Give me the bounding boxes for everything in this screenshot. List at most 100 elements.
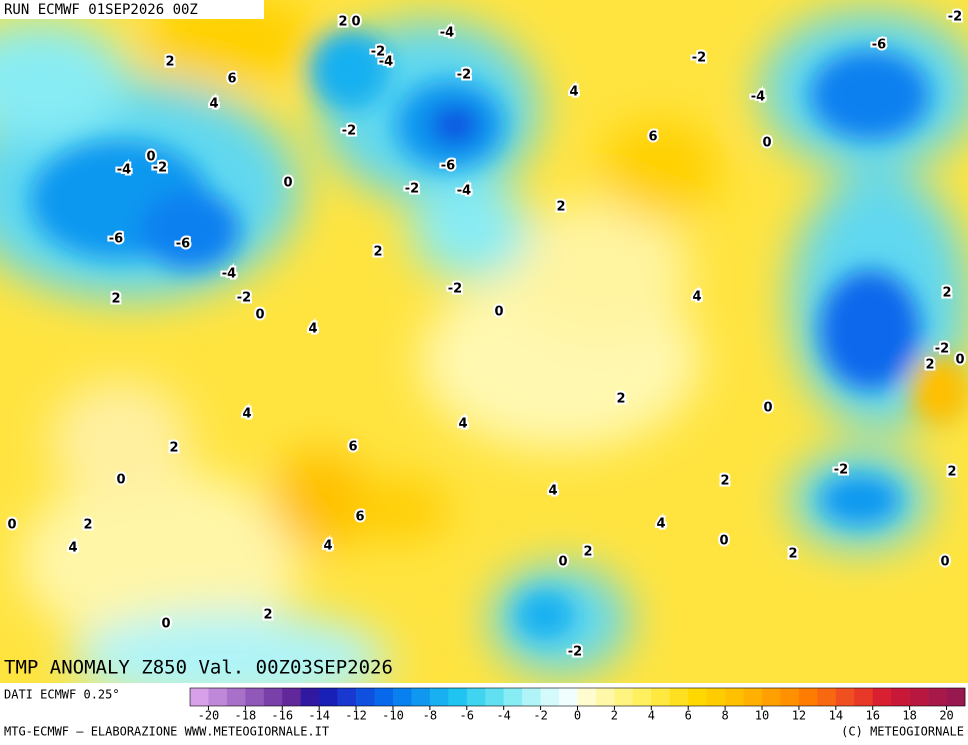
colorbar-swatch [669,688,689,706]
contour-label: 2 [111,292,120,307]
contour-label: 2 [925,358,934,373]
contour-label: -2 [568,645,582,660]
colorbar-tick-label: -12 [345,709,367,723]
colorbar-tick-label: -8 [423,709,437,723]
colorbar-swatch [448,688,468,706]
colorbar-swatch [503,688,523,706]
colorbar-swatch [282,688,302,706]
contour-label: 6 [348,440,357,455]
colorbar-swatch [245,688,265,706]
contour-label: 0 [146,150,155,165]
contour-label: 0 [558,555,567,570]
contour-label: 2 [83,518,92,533]
contour-label: 6 [648,130,657,145]
colorbar-swatch [928,688,947,706]
contour-label: 4 [548,484,557,499]
colorbar-swatch [540,688,560,706]
colorbar-swatch [595,688,615,706]
colorbar-swatch [300,688,320,706]
colorbar-swatch [632,688,652,706]
run-label: RUN ECMWF 01SEP2026 00Z [4,2,198,18]
contour-label: 0 [494,305,503,320]
contour-label: 2 [616,392,625,407]
contour-label: 0 [7,518,16,533]
contour-label: -6 [109,232,123,247]
contour-label: 0 [762,136,771,151]
contour-label: 4 [209,97,218,112]
contour-label: -6 [441,159,455,174]
colorbar-swatch [651,688,671,706]
contour-label: -4 [751,90,765,105]
contour-label: 2 [583,545,592,560]
colorbar-swatch [319,688,338,706]
colorbar-swatch [374,688,394,706]
colorbar-swatch [780,688,800,706]
contour-label: 0 [116,473,125,488]
colorbar-tick-label: 2 [611,709,618,723]
contour-label: -2 [834,463,848,478]
colorbar-swatch [208,688,228,706]
map-title: TMP ANOMALY Z850 Val. 00Z03SEP2026 [4,657,393,679]
colorbar-tick-label: -2 [533,709,547,723]
contour-label: 6 [227,72,236,87]
colorbar-tick-label: -16 [271,709,293,723]
contour-label: 2 [263,608,272,623]
colorbar-swatch [411,688,431,706]
colorbar-swatch [817,688,837,706]
header-box [0,0,264,19]
colorbar-swatch [762,688,781,706]
colorbar-tick-label: 14 [829,709,843,723]
contour-label: -2 [153,161,167,176]
contour-label: -4 [379,55,393,70]
colorbar-swatch [614,688,634,706]
colorbar-swatch [190,688,209,706]
colorbar-tick-label: -6 [460,709,474,723]
colorbar-swatch [522,688,541,706]
colorbar-tick-label: 12 [792,709,806,723]
contour-label: 0 [940,555,949,570]
contour-label: 2 [788,547,797,562]
contour-label: 2 [373,245,382,260]
colorbar-swatch [909,688,929,706]
contour-label: 2 [942,286,951,301]
contour-label: 0 [283,176,292,191]
colorbar-swatch [263,688,283,706]
contour-label: 4 [458,417,467,432]
colorbar-tick-label: 18 [902,709,916,723]
colorbar-swatch [743,688,763,706]
colorbar-swatch [392,688,412,706]
contour-label: -2 [342,124,356,139]
contour-label: 4 [308,322,317,337]
colorbar-swatch [891,688,910,706]
colorbar-swatch [725,688,744,706]
colorbar-swatch [337,688,357,706]
colorbar-swatch [872,688,892,706]
contour-label: 2 [947,465,956,480]
contour-label: 2 [556,200,565,215]
contour-label: -4 [440,26,454,41]
colorbar-swatch [226,688,246,706]
colorbar-swatch [946,688,966,706]
contour-label: 4 [656,517,665,532]
colorbar-tick-label: 16 [866,709,880,723]
colorbar-tick-label: 4 [648,709,655,723]
colorbar-tick-label: -14 [308,709,330,723]
contour-label: -2 [948,10,962,25]
colorbar-swatch [688,688,707,706]
contour-label: -2 [405,182,419,197]
contour-label: 6 [355,510,364,525]
contour-label: -4 [117,163,131,178]
contour-label: 0 [351,15,360,30]
contour-label: 4 [242,407,251,422]
contour-label: 4 [323,539,332,554]
colorbar-swatch [356,688,375,706]
colorbar-swatch [854,688,874,706]
colorbar-swatch [835,688,855,706]
colorbar-tick-label: 6 [685,709,692,723]
contour-label: 0 [255,308,264,323]
contour-label: -2 [692,51,706,66]
colorbar-tick-label: 20 [939,709,953,723]
